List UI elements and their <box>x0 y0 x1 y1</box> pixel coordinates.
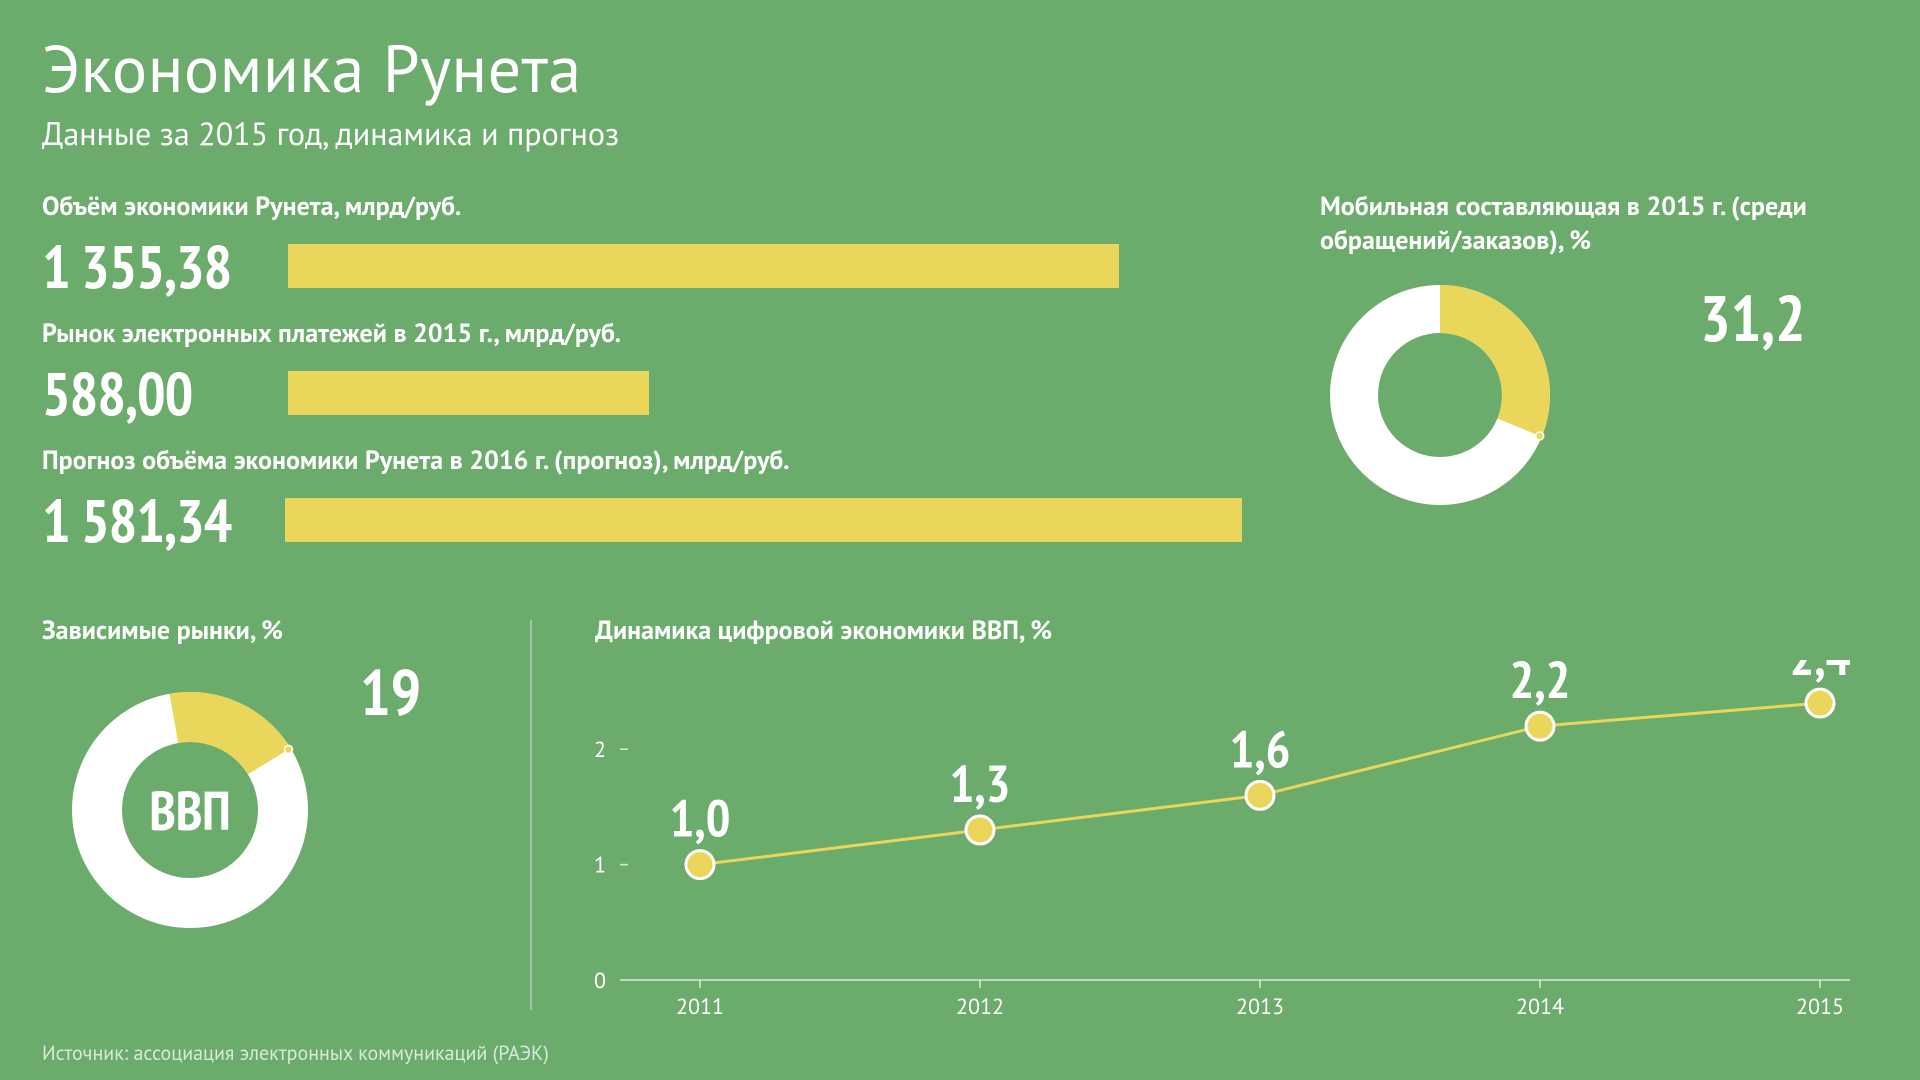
svg-text:2,4: 2,4 <box>1790 660 1851 690</box>
donut-mobile-value: 31,2 <box>1700 276 1806 359</box>
line-chart-title: Динамика цифровой экономики ВВП, % <box>595 614 1052 647</box>
bar-row: Объём экономики Рунета, млрд/руб. 1 355,… <box>42 190 1242 305</box>
svg-text:2012: 2012 <box>956 993 1004 1021</box>
svg-text:1,3: 1,3 <box>950 750 1011 817</box>
donut-mobile-title: Мобильная составляющая в 2015 г. (среди … <box>1320 190 1880 258</box>
donut-mobile-section: Мобильная составляющая в 2015 г. (среди … <box>1320 190 1880 258</box>
svg-text:1,6: 1,6 <box>1230 715 1291 782</box>
bar-rect <box>288 371 649 415</box>
bar-rect <box>285 498 1242 542</box>
source-text: Источник: ассоциация электронных коммуни… <box>42 1040 549 1066</box>
svg-text:2013: 2013 <box>1236 993 1284 1021</box>
bar-label: Рынок электронных платежей в 2015 г., мл… <box>42 317 1242 350</box>
svg-text:1,0: 1,0 <box>670 785 731 852</box>
divider-vertical <box>530 620 532 1010</box>
svg-text:0: 0 <box>594 967 606 995</box>
donut-gdp-center: ВВП <box>60 680 320 940</box>
donut-gdp: ВВП <box>60 680 320 940</box>
donut-gdp-value: 19 <box>360 650 421 733</box>
svg-text:1: 1 <box>594 852 606 880</box>
bar-value: 1 581,34 <box>42 481 259 559</box>
donut-mobile <box>1320 275 1560 515</box>
bar-value: 1 355,38 <box>42 227 262 305</box>
page-title: Экономика Рунета <box>42 26 582 111</box>
bar-label: Объём экономики Рунета, млрд/руб. <box>42 190 1242 223</box>
svg-text:2,2: 2,2 <box>1510 660 1571 713</box>
donut-gdp-title: Зависимые рынки, % <box>42 614 283 647</box>
bar-row: Прогноз объёма экономики Рунета в 2016 г… <box>42 444 1242 559</box>
bar-label: Прогноз объёма экономики Рунета в 2016 г… <box>42 444 1242 477</box>
page-subtitle: Данные за 2015 год, динамика и прогноз <box>42 112 619 154</box>
svg-text:2015: 2015 <box>1796 993 1844 1021</box>
bar-value: 588,00 <box>42 354 262 432</box>
svg-text:2: 2 <box>594 736 606 764</box>
line-chart: 0 1 2 2011 2012 2013 2014 2015 1,0 1,3 1,6 2,2 2,4 <box>560 660 1890 1040</box>
bar-rect <box>288 244 1119 288</box>
bars-section: Объём экономики Рунета, млрд/руб. 1 355,… <box>42 190 1242 571</box>
svg-text:2011: 2011 <box>676 993 724 1021</box>
bar-row: Рынок электронных платежей в 2015 г., мл… <box>42 317 1242 432</box>
svg-text:2014: 2014 <box>1516 993 1564 1021</box>
